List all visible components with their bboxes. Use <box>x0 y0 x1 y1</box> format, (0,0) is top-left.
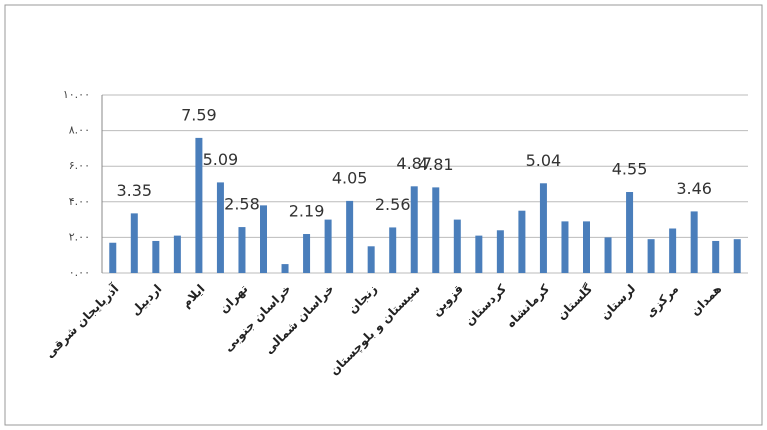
x-tick-label: همدان <box>688 282 725 319</box>
value-label: 5.09 <box>203 150 239 169</box>
bar <box>647 239 655 273</box>
value-label: 5.04 <box>526 151 562 170</box>
x-tick-label: تهران <box>216 282 250 316</box>
y-tick-label: ۶.۰۰ <box>69 159 90 172</box>
x-tick-label: لرستان <box>598 282 639 323</box>
y-tick-label: ۴.۰۰ <box>69 195 90 208</box>
value-label: 3.35 <box>116 181 152 200</box>
value-label: 3.46 <box>676 179 712 198</box>
x-tick-label: زنجان <box>345 282 380 317</box>
bar <box>583 221 590 273</box>
value-label: 4.05 <box>332 168 368 187</box>
bar <box>518 210 526 273</box>
y-tick-label: ۸.۰۰ <box>69 124 90 137</box>
bar <box>109 242 117 273</box>
bar <box>389 227 397 273</box>
x-tick-label: آذربایجان شرقی <box>42 280 122 360</box>
bar <box>604 237 612 273</box>
y-tick-label: ۰.۰۰ <box>69 266 90 279</box>
x-tick-label: کرمانشاه <box>503 282 552 331</box>
value-label: 4.81 <box>418 155 454 174</box>
bar <box>453 219 461 273</box>
bar <box>216 182 224 273</box>
bar <box>281 264 289 273</box>
value-label: 2.58 <box>224 195 260 214</box>
value-label: 4.55 <box>612 160 648 179</box>
bar <box>733 239 741 273</box>
bar <box>346 200 354 273</box>
frame <box>4 4 763 426</box>
bar <box>130 213 138 273</box>
value-label: 2.56 <box>375 195 411 214</box>
x-tick-label: سیستان و بلوچستان <box>327 282 424 379</box>
bar <box>410 186 418 273</box>
y-tick-label: ۱۰.۰۰ <box>63 88 90 101</box>
bar <box>626 192 634 273</box>
bar <box>260 205 267 273</box>
bar <box>561 221 569 273</box>
x-tick-label: مرکزی <box>643 282 681 320</box>
x-tick-label: گلستان <box>554 282 595 323</box>
bar <box>669 228 677 273</box>
y-tick-label: ۲.۰۰ <box>69 230 90 243</box>
bar <box>173 235 181 273</box>
x-tick-label: قزوین <box>429 282 467 320</box>
x-tick-label: کردستان <box>462 282 509 329</box>
bar <box>712 240 720 273</box>
bar <box>432 187 440 273</box>
bar <box>367 246 375 273</box>
value-label: 2.19 <box>289 202 325 221</box>
bar <box>690 211 698 273</box>
bar <box>238 227 246 273</box>
bar <box>539 183 547 273</box>
bar <box>496 230 504 273</box>
value-label: 7.59 <box>181 105 217 124</box>
bar <box>303 234 311 273</box>
bar <box>195 137 203 273</box>
value-label: 4.87 <box>396 154 432 173</box>
bar <box>324 219 332 273</box>
x-tick-label: ایلام <box>179 282 208 311</box>
bar <box>475 235 483 273</box>
x-tick-label: اردبیل <box>128 282 164 318</box>
bar <box>152 240 160 273</box>
